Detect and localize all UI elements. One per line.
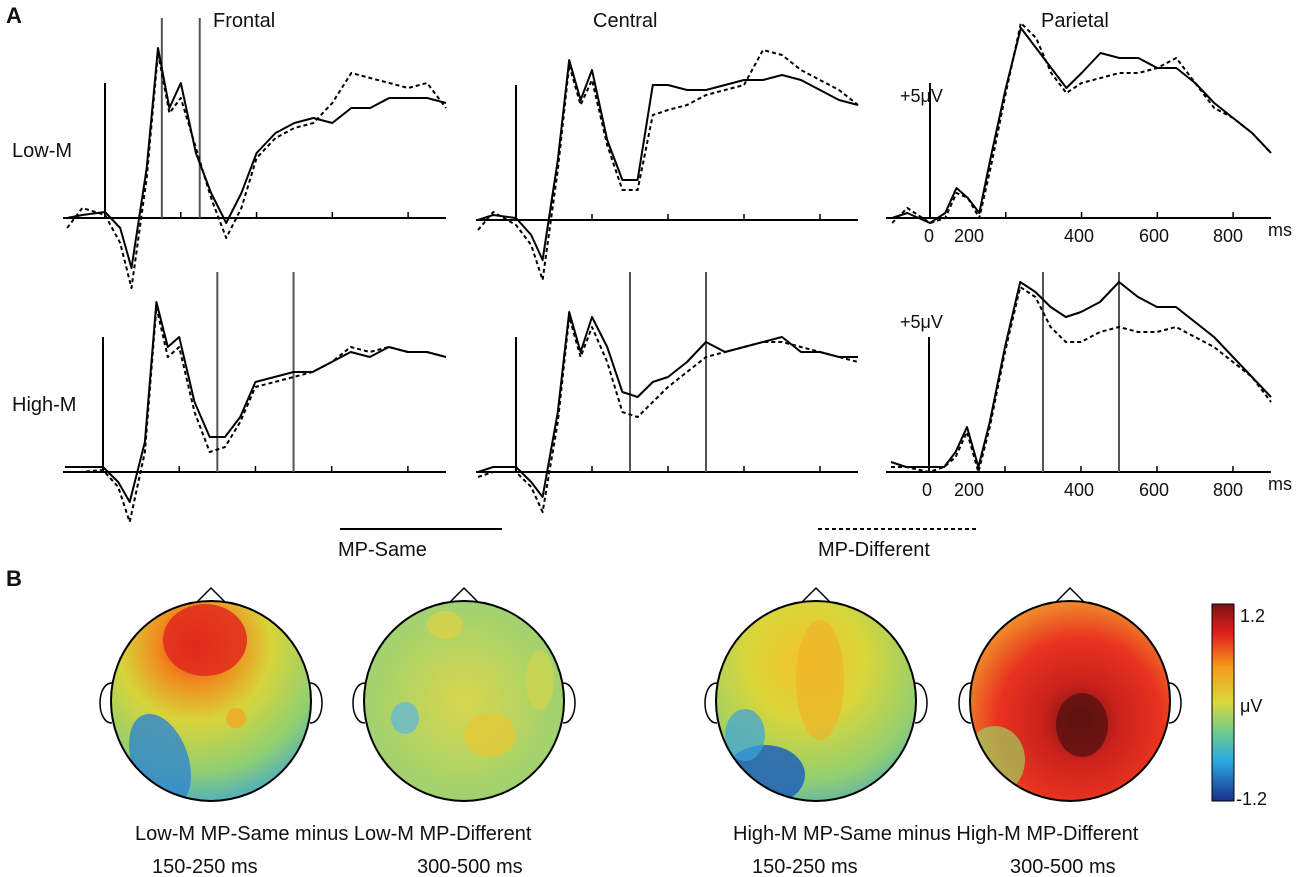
window-label-low-early: 150-250 ms — [152, 856, 258, 877]
scalp-map — [364, 601, 564, 801]
head-map-high-early — [704, 586, 928, 802]
region-title-parietal: Parietal — [1041, 10, 1109, 32]
series-line-mp-different — [64, 306, 447, 523]
caption-low-m: Low-M MP-Same minus Low-M MP-Different — [135, 823, 532, 845]
series-line-mp-different — [891, 22, 1272, 224]
x-tick-label-800: 800 — [1213, 480, 1243, 500]
region-title-central: Central — [593, 10, 657, 32]
window-label-high-late: 300-500 ms — [1010, 856, 1116, 877]
series-line-mp-different — [891, 286, 1272, 473]
right-ear-icon — [562, 682, 576, 724]
erp-plot — [886, 272, 1272, 473]
parietal-top-tick-labels: 0 200 400 600 800 ms — [924, 220, 1292, 246]
amplitude-scale-label-top: +5μV — [900, 86, 943, 106]
legend: MP-Same MP-Different — [338, 528, 978, 561]
x-tick-label-600: 600 — [1139, 226, 1169, 246]
panel-a-label: A — [6, 3, 22, 28]
legend-label-mp-same: MP-Same — [338, 539, 427, 561]
series-line-mp-different — [66, 52, 447, 289]
x-tick-label-0: 0 — [922, 480, 932, 500]
colorbar: 1.2 μV -1.2 — [1211, 603, 1267, 809]
nose-icon — [1054, 586, 1086, 604]
right-ear-icon — [309, 682, 323, 724]
right-ear-icon — [1168, 682, 1182, 724]
left-ear-icon — [352, 682, 366, 724]
x-unit-label: ms — [1268, 220, 1292, 240]
colorbar-max-label: 1.2 — [1240, 606, 1265, 626]
series-line-mp-same — [477, 59, 859, 261]
series-line-mp-different — [477, 49, 859, 281]
x-tick-label-400: 400 — [1064, 226, 1094, 246]
x-tick-label-0: 0 — [924, 226, 934, 246]
head-map-low-late — [352, 586, 576, 802]
colorbar-min-label: -1.2 — [1236, 789, 1267, 809]
nose-icon — [448, 586, 480, 604]
colorbar-unit-label: μV — [1240, 696, 1262, 716]
x-tick-label-600: 600 — [1139, 480, 1169, 500]
x-tick-label-200: 200 — [954, 226, 984, 246]
window-label-low-late: 300-500 ms — [417, 856, 523, 877]
left-ear-icon — [99, 682, 113, 724]
erp-plot — [476, 272, 859, 513]
series-line-mp-same — [890, 281, 1272, 468]
row-label-high-m: High-M — [12, 394, 76, 416]
head-map-low-early — [99, 586, 323, 802]
window-label-high-early: 150-250 ms — [752, 856, 858, 877]
head-map-high-late — [958, 586, 1182, 802]
x-tick-label-400: 400 — [1064, 480, 1094, 500]
series-line-mp-different — [477, 316, 859, 513]
panel-b-label: B — [6, 566, 22, 591]
series-line-mp-same — [891, 27, 1272, 224]
colorbar-gradient — [1211, 603, 1235, 802]
region-title-frontal: Frontal — [213, 10, 275, 32]
left-ear-icon — [958, 682, 972, 724]
x-tick-label-200: 200 — [954, 480, 984, 500]
series-line-mp-same — [66, 47, 447, 269]
erp-plot — [63, 18, 447, 289]
amplitude-scale-label-bottom: +5μV — [900, 312, 943, 332]
right-ear-icon — [914, 682, 928, 724]
x-tick-label-800: 800 — [1213, 226, 1243, 246]
erp-plot — [476, 49, 859, 281]
erp-plots — [63, 18, 1272, 523]
series-line-mp-same — [477, 311, 858, 498]
row-label-low-m: Low-M — [12, 140, 72, 162]
erp-plot — [63, 272, 447, 523]
left-ear-icon — [704, 682, 718, 724]
series-line-mp-same — [64, 301, 447, 503]
legend-label-mp-different: MP-Different — [818, 539, 930, 561]
nose-icon — [195, 586, 227, 604]
x-unit-label: ms — [1268, 474, 1292, 494]
parietal-bottom-tick-labels: 0 200 400 600 800 ms — [922, 474, 1292, 500]
caption-high-m: High-M MP-Same minus High-M MP-Different — [733, 823, 1139, 845]
nose-icon — [800, 586, 832, 604]
erp-plot — [886, 22, 1272, 224]
